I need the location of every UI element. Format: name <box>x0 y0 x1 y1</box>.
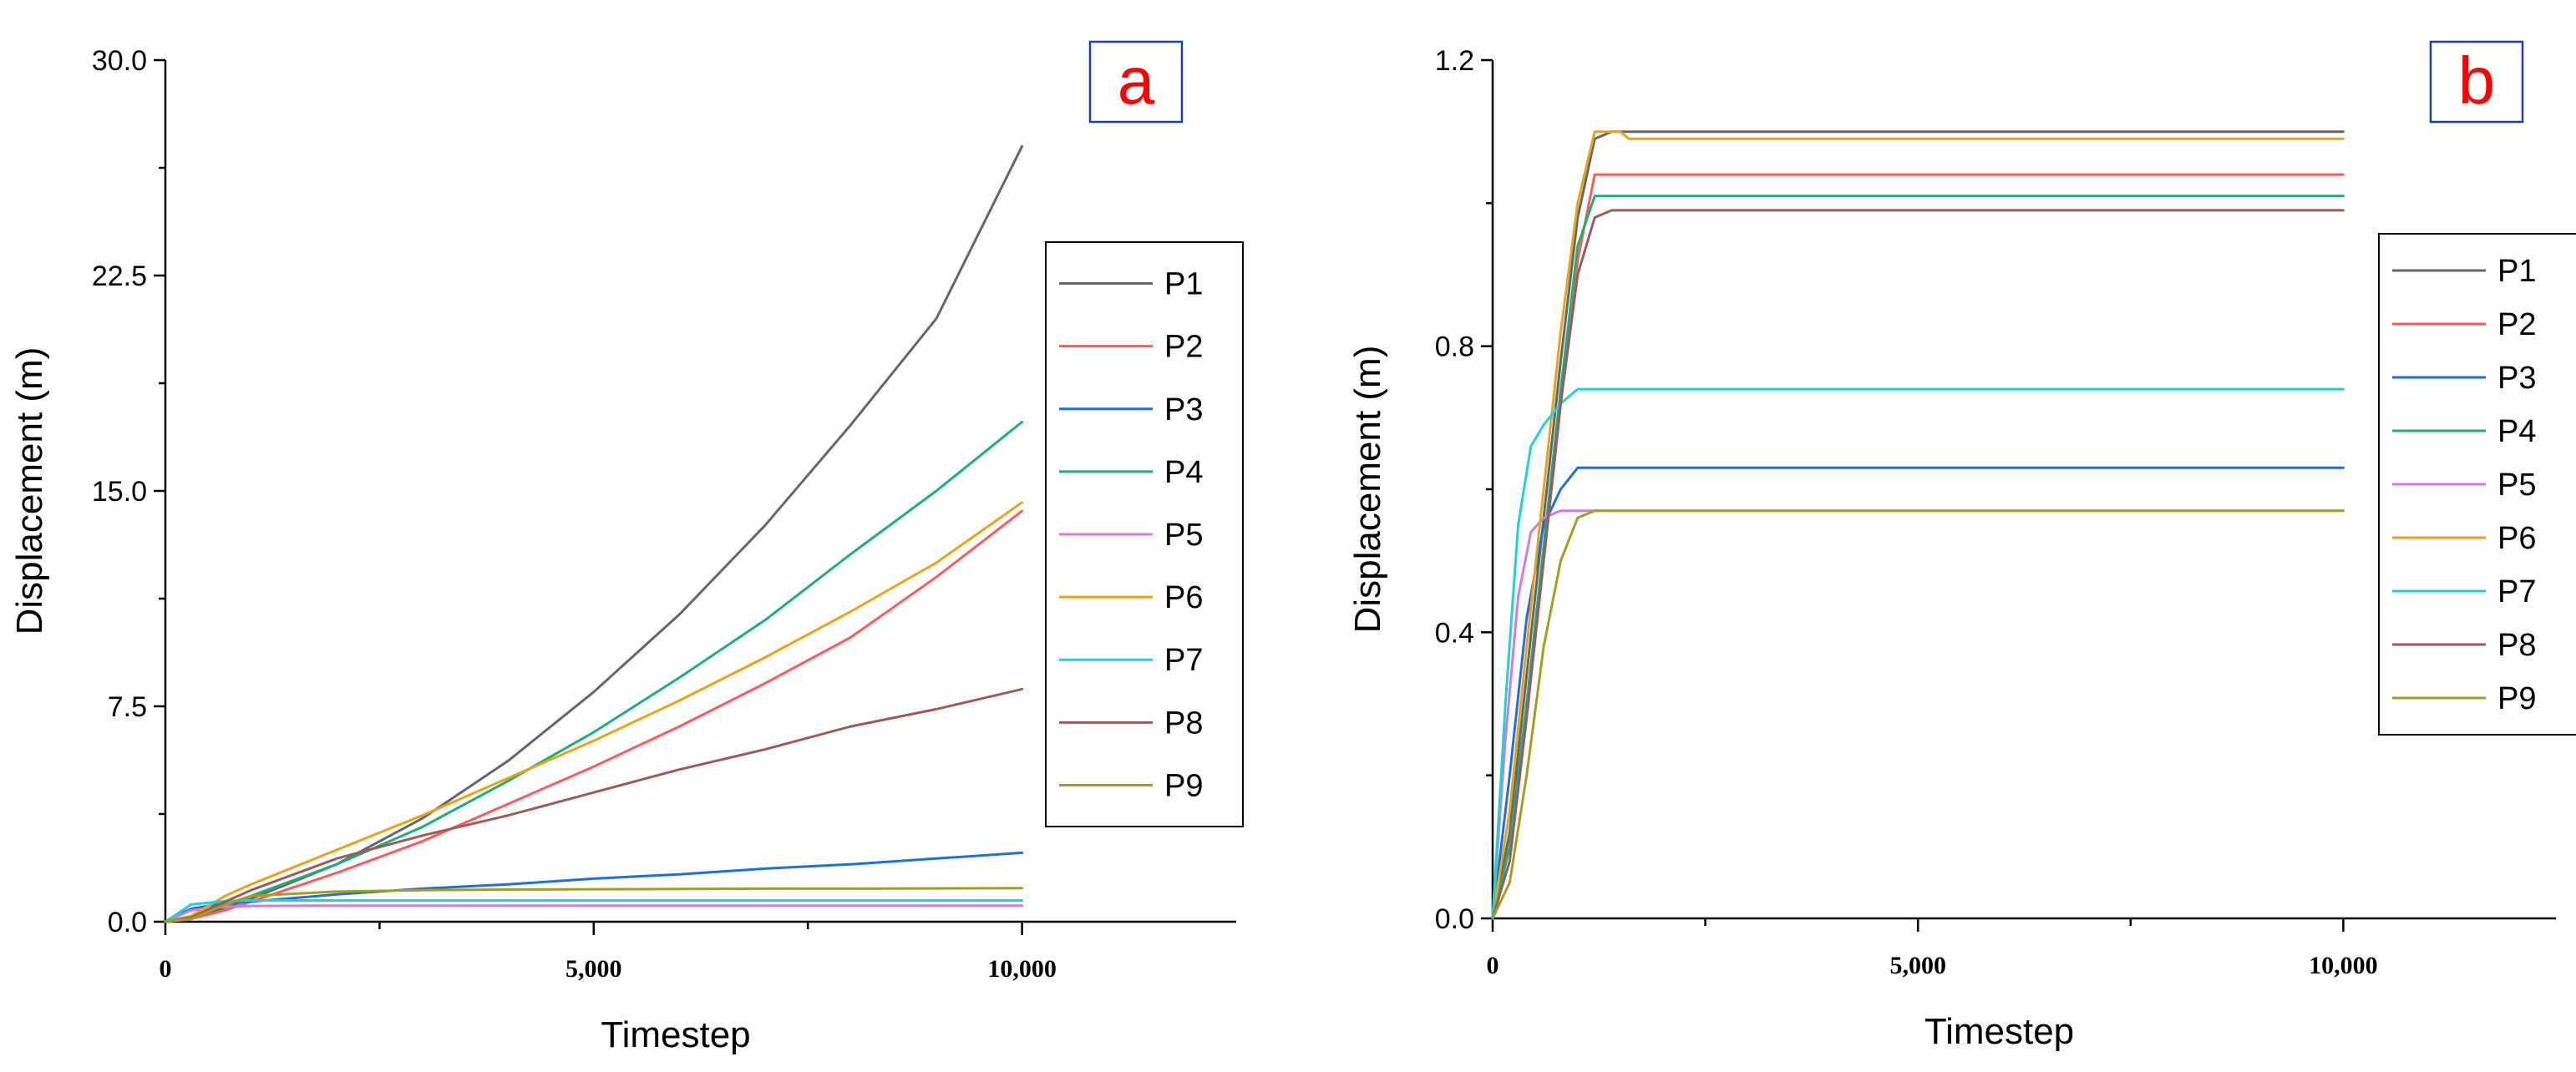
y-axis-title: Displacement (m) <box>9 347 50 635</box>
x-tick-label: 0 <box>1487 952 1499 979</box>
series-line-p7 <box>164 899 1024 923</box>
series-line-p8 <box>164 687 1024 923</box>
series-line-p3 <box>1491 466 2345 920</box>
x-axis-title: Timestep <box>1924 1011 2074 1052</box>
legend-label-p5: P5 <box>1164 518 1203 553</box>
panel-label: b <box>2458 43 2496 118</box>
legend-label-p9: P9 <box>2497 681 2536 716</box>
y-tick-label: 22.5 <box>92 260 147 292</box>
y-tick-label: 0.0 <box>108 907 147 938</box>
legend-label-p8: P8 <box>1164 705 1203 741</box>
series-line-p4 <box>164 420 1024 923</box>
x-tick-label: 10,000 <box>2309 952 2378 979</box>
series-line-p4 <box>1491 195 2345 920</box>
series-line-p3 <box>164 851 1024 923</box>
panel-label-box <box>2429 40 2524 124</box>
x-axis-title: Timestep <box>601 1014 750 1055</box>
series-line-p5 <box>1491 509 2345 920</box>
x-tick-label: 5,000 <box>1889 952 1946 979</box>
legend-label-p2: P2 <box>1164 330 1203 365</box>
series-line-p8 <box>1491 209 2345 920</box>
legend-label-p3: P3 <box>1164 392 1203 427</box>
y-tick-label: 0.4 <box>1435 617 1474 649</box>
series-line-p1 <box>164 144 1024 923</box>
legend-label-p6: P6 <box>1164 580 1203 615</box>
series-line-p7 <box>1491 387 2345 920</box>
series-line-p9 <box>164 887 1024 923</box>
legend-label-p4: P4 <box>2497 414 2536 449</box>
legend-label-p4: P4 <box>1164 455 1203 490</box>
legend-label-p9: P9 <box>1164 768 1203 803</box>
y-axis-title: Displacement (m) <box>1347 346 1388 634</box>
series-line-p9 <box>1491 509 2345 920</box>
x-tick-label: 10,000 <box>987 955 1057 983</box>
chart-panel-a: 0.0 7.5 15.0 22.5 30.0 0 5,000 10,000 Timestep Di… <box>9 40 1244 1055</box>
series-line-p6 <box>164 501 1024 923</box>
series-line-p5 <box>164 904 1024 923</box>
series-line-p6 <box>1491 130 2345 920</box>
series-line-p1 <box>1491 130 2345 920</box>
legend-label-p8: P8 <box>2497 628 2536 663</box>
y-tick-label: 1.2 <box>1435 45 1474 77</box>
legend-label-p1: P1 <box>1164 267 1203 302</box>
x-tick-label: 5,000 <box>565 955 622 983</box>
legend-label-p6: P6 <box>2497 521 2536 556</box>
series-line-p2 <box>1491 173 2345 920</box>
series-line-p2 <box>164 509 1024 923</box>
chart-panel-b: 0.0 0.4 0.8 1.2 0 5,000 10,000 Timestep Displace… <box>1347 40 2576 1052</box>
legend-label-p5: P5 <box>2497 468 2536 503</box>
legend: P1 P2 P3 P4 P5 P6 P7 P8 P9 <box>2378 233 2576 736</box>
legend-label-p3: P3 <box>2497 361 2536 396</box>
legend-label-p7: P7 <box>2497 574 2536 609</box>
y-tick-label: 7.5 <box>108 691 147 723</box>
y-tick-label: 15.0 <box>92 476 147 508</box>
panel-label: a <box>1118 43 1155 118</box>
legend-label-p1: P1 <box>2497 254 2536 289</box>
legend: P1 P2 P3 P4 P5 P6 P7 P8 P9 <box>1045 241 1244 827</box>
y-tick-label: 30.0 <box>92 45 147 77</box>
legend-label-p2: P2 <box>2497 307 2536 342</box>
x-tick-label: 0 <box>160 955 172 983</box>
panel-label-box <box>1088 40 1184 124</box>
legend-label-p7: P7 <box>1164 643 1203 678</box>
y-tick-label: 0.0 <box>1435 903 1474 935</box>
y-tick-label: 0.8 <box>1435 331 1474 363</box>
